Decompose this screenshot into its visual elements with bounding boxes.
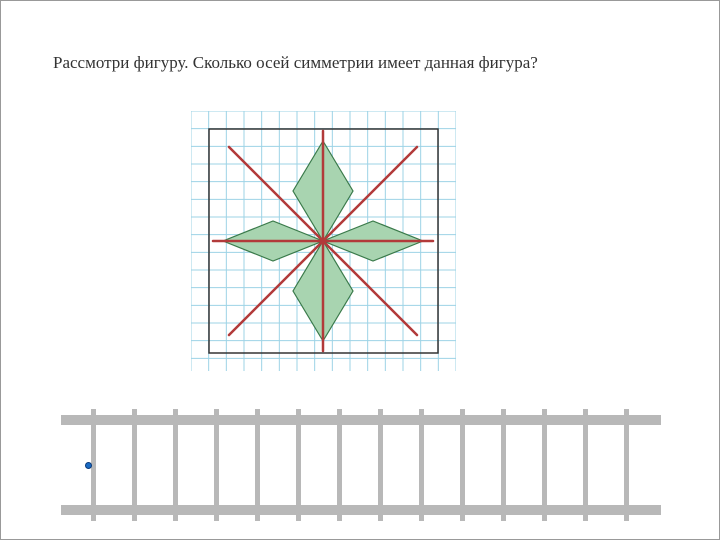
- fence-shape: [61, 409, 661, 526]
- fence-svg: [61, 409, 661, 521]
- question-text: Рассмотри фигуру. Сколько осей симметрии…: [53, 53, 667, 73]
- bullet-dot: [85, 462, 92, 469]
- figure-svg: [191, 111, 456, 371]
- symmetry-figure: [191, 111, 456, 376]
